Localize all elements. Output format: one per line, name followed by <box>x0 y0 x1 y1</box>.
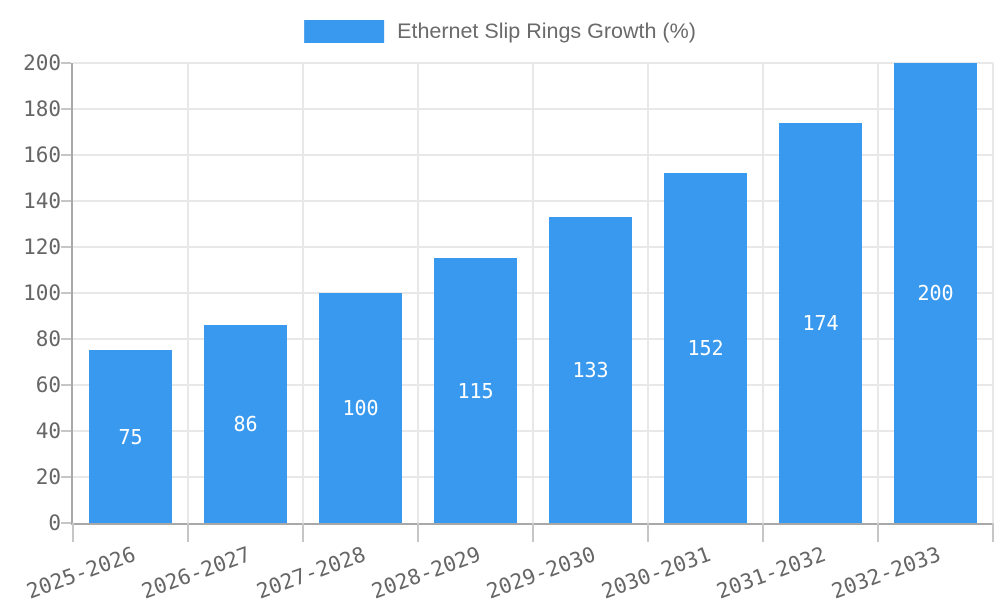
bar-value-label: 75 <box>118 424 143 449</box>
x-tick <box>762 523 764 542</box>
legend-color-swatch <box>304 20 385 43</box>
y-tick-label: 40 <box>35 419 61 443</box>
y-tick <box>61 430 71 432</box>
bar-value-label: 200 <box>917 281 954 305</box>
x-tick-label: 2031-2032 <box>713 542 829 600</box>
bar-value-label: 133 <box>572 358 609 382</box>
x-tick-label: 2028-2029 <box>368 542 484 600</box>
v-gridline <box>417 63 419 523</box>
y-tick-label: 20 <box>35 465 61 489</box>
bar-2030-2031[interactable]: 152 <box>664 173 747 523</box>
y-tick <box>61 200 71 202</box>
y-tick <box>61 384 71 386</box>
bar-value-label: 152 <box>687 336 724 360</box>
x-tick-label: 2030-2031 <box>598 542 714 600</box>
bar-2028-2029[interactable]: 115 <box>434 258 517 523</box>
v-gridline <box>877 63 879 523</box>
y-tick <box>61 476 71 478</box>
bar-2031-2032[interactable]: 174 <box>779 123 862 523</box>
x-tick <box>302 523 304 542</box>
x-tick <box>72 523 74 542</box>
x-tick <box>532 523 534 542</box>
x-tick <box>417 523 419 542</box>
y-tick-label: 60 <box>35 373 61 397</box>
y-tick <box>61 246 71 248</box>
x-tick-label: 2025-2026 <box>23 542 139 600</box>
y-tick <box>61 62 71 64</box>
bar-value-label: 174 <box>802 311 839 335</box>
v-gridline <box>187 63 189 523</box>
y-axis-line <box>71 63 73 523</box>
y-tick-label: 140 <box>23 189 61 213</box>
bar-2029-2030[interactable]: 133 <box>549 217 632 523</box>
y-tick <box>61 292 71 294</box>
y-tick <box>61 154 71 156</box>
bar-value-label: 115 <box>457 378 494 403</box>
bar-2025-2026[interactable]: 75 <box>89 350 172 523</box>
x-tick-label: 2032-2033 <box>828 542 944 600</box>
x-tick <box>992 523 994 542</box>
y-tick-label: 100 <box>23 281 61 305</box>
x-tick <box>877 523 879 542</box>
v-gridline <box>992 63 994 523</box>
x-tick <box>187 523 189 542</box>
plot-area: 75 86 100 115 133 152 174 200 0 20 40 60 80 100 120 14… <box>23 51 994 600</box>
y-tick-label: 0 <box>48 511 61 535</box>
y-tick <box>61 108 71 110</box>
x-tick-label: 2027-2028 <box>253 542 369 600</box>
bar-2032-2033[interactable]: 200 <box>894 63 977 523</box>
x-tick <box>647 523 649 542</box>
bar-2026-2027[interactable]: 86 <box>204 325 287 523</box>
x-tick-label: 2026-2027 <box>138 542 254 600</box>
y-tick-label: 80 <box>35 327 61 351</box>
legend-item[interactable]: Ethernet Slip Rings Growth (%) <box>304 20 696 43</box>
v-gridline <box>762 63 764 523</box>
bar-value-label: 100 <box>342 396 379 420</box>
x-tick-label: 2029-2030 <box>483 542 599 600</box>
bar-value-label: 86 <box>233 412 258 436</box>
legend-label: Ethernet Slip Rings Growth (%) <box>397 19 696 43</box>
y-tick-label: 180 <box>23 97 61 121</box>
y-tick <box>61 338 71 340</box>
y-tick-label: 200 <box>23 51 61 75</box>
y-tick <box>61 522 71 524</box>
bar-2027-2028[interactable]: 100 <box>319 293 402 523</box>
v-gridline <box>302 63 304 523</box>
v-gridline <box>532 63 534 523</box>
v-gridline <box>647 63 649 523</box>
y-tick-label: 120 <box>23 235 61 259</box>
y-tick-label: 160 <box>23 143 61 167</box>
